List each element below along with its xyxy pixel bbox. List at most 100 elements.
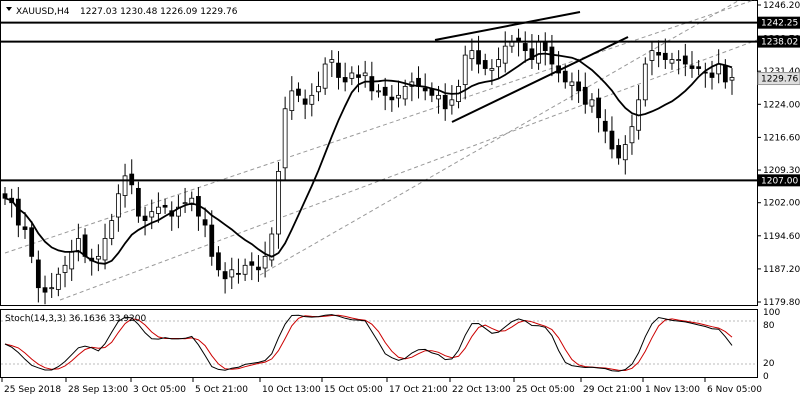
- candle: [729, 68, 735, 95]
- candle-body: [242, 264, 248, 275]
- candle: [75, 223, 81, 262]
- candle: [142, 206, 148, 236]
- price-tick-label: 1179.80: [763, 298, 800, 308]
- candle-body: [382, 86, 388, 96]
- candle-body: [682, 55, 688, 65]
- candle: [629, 114, 635, 155]
- candle-body: [322, 63, 328, 89]
- level-tag[interactable]: [758, 16, 800, 29]
- main-panel[interactable]: [0, 0, 758, 306]
- candle: [376, 84, 381, 98]
- candle: [482, 53, 488, 76]
- candle-body: [609, 130, 615, 150]
- candle-body: [2, 193, 8, 199]
- time-tick-label: 15 Oct 05:00: [324, 385, 383, 395]
- candle-body: [722, 65, 728, 83]
- candle-body: [429, 88, 435, 96]
- candle: [229, 257, 235, 290]
- candle-body: [296, 88, 301, 96]
- candle-body: [596, 97, 601, 119]
- candle-body: [122, 175, 128, 196]
- candle-body: [629, 126, 635, 144]
- candle-body: [149, 211, 155, 218]
- candle-body: [69, 251, 75, 270]
- candle-body: [329, 59, 335, 63]
- price-tick-label: 1246.20: [763, 1, 800, 11]
- candle: [689, 51, 695, 78]
- candle: [662, 38, 668, 69]
- candle: [49, 272, 55, 298]
- candle: [522, 31, 528, 63]
- candle-body: [676, 59, 682, 61]
- candle-body: [116, 193, 121, 218]
- candle-body: [656, 52, 662, 56]
- wedge-lines[interactable]: [434, 11, 629, 123]
- horizontal-levels[interactable]: [1, 21, 757, 182]
- time-tick-label: 5 Oct 21:00: [195, 385, 248, 395]
- candle: [202, 207, 208, 238]
- price-tick-label: 1187.20: [763, 265, 800, 275]
- channel-line-1[interactable]: [59, 39, 758, 301]
- candle: [216, 246, 221, 277]
- stoch-scale-label: 0: [763, 372, 769, 382]
- candle: [562, 64, 568, 89]
- candle-body: [142, 215, 148, 221]
- candle-body: [522, 43, 528, 52]
- current-price-label: 1229.76: [761, 75, 798, 85]
- candle: [309, 83, 315, 117]
- symbol-header: XAUUSD,H4 1227.03 1230.48 1226.09 1229.7…: [6, 7, 238, 17]
- price-tick-label: 1216.60: [763, 133, 800, 143]
- candle-body: [162, 204, 168, 208]
- candle: [336, 51, 341, 90]
- candle: [269, 227, 275, 267]
- current-price-tag[interactable]: [757, 72, 800, 86]
- candle-body: [236, 272, 241, 275]
- time-axis[interactable]: 25 Sep 2018 28 Sep 13:00 3 Oct 05:00 5 Oct …: [1, 378, 762, 395]
- candle: [496, 47, 501, 79]
- time-tick-label: 22 Oct 13:00: [452, 385, 511, 395]
- candle-body: [342, 77, 348, 83]
- symbol-timeframe: XAUUSD,H4: [16, 7, 70, 17]
- candle: [262, 241, 268, 278]
- candle: [302, 89, 308, 120]
- candle-body: [176, 206, 181, 217]
- wedge-lower-line[interactable]: [451, 36, 629, 123]
- wedge-upper-line[interactable]: [434, 11, 581, 41]
- candle: [602, 109, 608, 144]
- candle-body: [436, 94, 441, 100]
- candle-body: [349, 72, 355, 79]
- candle-body: [336, 62, 341, 78]
- level-tag[interactable]: [758, 35, 800, 48]
- candle: [442, 83, 448, 121]
- price-axis[interactable]: 1246.201238.701231.401224.001216.601209.…: [757, 1, 800, 308]
- time-tick-label: 28 Sep 13:00: [68, 385, 128, 395]
- candle: [349, 66, 355, 86]
- candle-body: [356, 74, 361, 78]
- candle-body: [222, 271, 228, 280]
- candle-body: [276, 170, 281, 235]
- candle: [182, 187, 188, 213]
- moving-average-line: [4, 52, 733, 265]
- channel-line-2[interactable]: [259, 0, 757, 276]
- price-tick-label: 1202.00: [763, 199, 800, 209]
- level-tag[interactable]: [758, 174, 800, 187]
- candle-body: [262, 255, 268, 269]
- candle: [176, 195, 181, 229]
- candle-body: [15, 198, 21, 226]
- stoch-scale-label: 80: [763, 321, 775, 331]
- candle: [29, 221, 35, 264]
- candle-body: [22, 226, 28, 230]
- stoch-signal-line: [4, 314, 733, 372]
- candle-body: [622, 144, 628, 161]
- candle-body: [589, 99, 595, 107]
- candle-body: [536, 41, 541, 64]
- candle: [642, 57, 648, 107]
- candle-body: [642, 63, 648, 101]
- time-tick-label: 1 Nov 13:00: [645, 385, 700, 395]
- candle-body: [529, 48, 535, 60]
- price-tick-label: 1224.00: [763, 100, 800, 110]
- candle-body: [282, 108, 288, 169]
- candle: [296, 82, 301, 103]
- price-tick-label: 1209.30: [763, 166, 800, 176]
